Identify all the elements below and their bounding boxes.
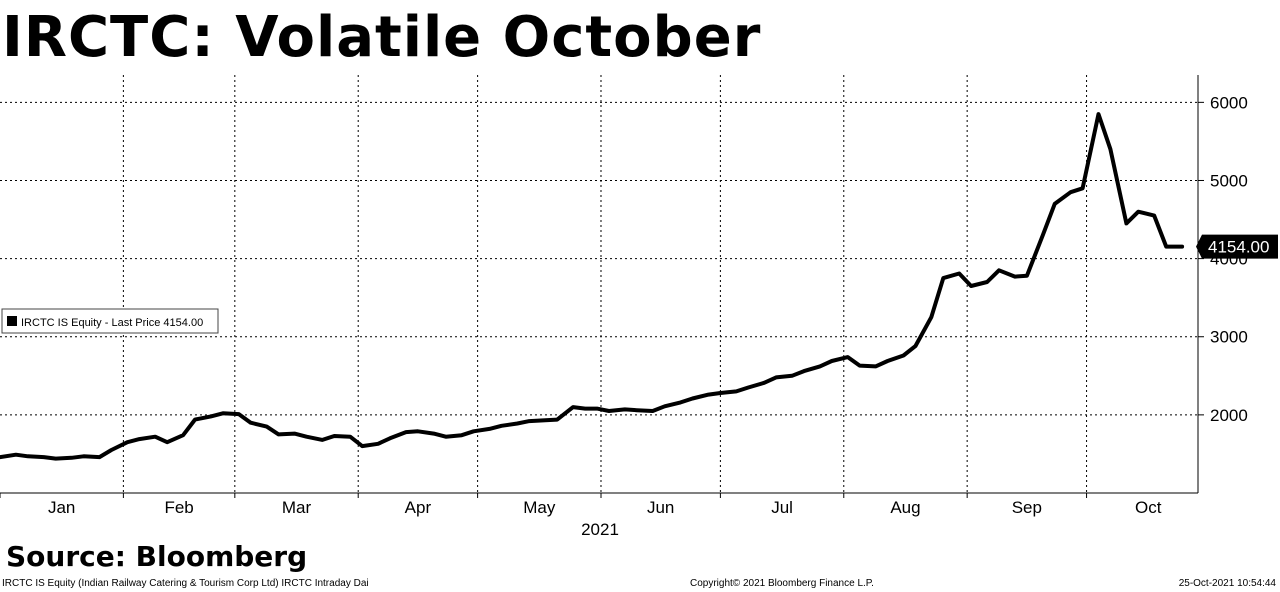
legend[interactable]: IRCTC IS Equity - Last Price 4154.00 bbox=[1, 308, 219, 334]
x-tick-label: Aug bbox=[890, 498, 920, 517]
x-tick-label: Apr bbox=[405, 498, 432, 517]
x-tick-label: Jan bbox=[48, 498, 75, 517]
source-note: Source: Bloomberg bbox=[6, 540, 308, 573]
y-tick-label: 2000 bbox=[1210, 406, 1248, 425]
horizontal-grid bbox=[0, 101, 1198, 416]
y-tick-label: 5000 bbox=[1210, 171, 1248, 190]
x-tick-label: May bbox=[523, 498, 556, 517]
x-tick-label: Jul bbox=[771, 498, 793, 517]
x-axis-label: 2021 bbox=[581, 520, 619, 539]
x-tick-label: Oct bbox=[1135, 498, 1162, 517]
footer-copyright: Copyright© 2021 Bloomberg Finance L.P. bbox=[690, 578, 874, 589]
y-tick-label: 6000 bbox=[1210, 93, 1248, 112]
legend-swatch bbox=[7, 316, 17, 326]
price-series-line bbox=[0, 112, 1185, 461]
legend-box bbox=[1, 308, 219, 334]
last-price-tag bbox=[1196, 234, 1278, 259]
y-tick-label: 3000 bbox=[1210, 328, 1248, 347]
plot-area bbox=[0, 75, 1199, 494]
x-tick-label: Mar bbox=[282, 498, 312, 517]
last-price-marker: 4154.00 bbox=[1196, 234, 1278, 259]
footer-security-description: IRCTC IS Equity (Indian Railway Catering… bbox=[2, 578, 369, 589]
legend-label: IRCTC IS Equity - Last Price 4154.00 bbox=[21, 317, 203, 329]
x-tick-label: Feb bbox=[164, 498, 193, 517]
last-price-label: 4154.00 bbox=[1208, 238, 1269, 257]
x-axis-ticks: Jan Feb Mar Apr May Jun Jul Aug Sep Oct bbox=[0, 493, 1162, 517]
chart-title: IRCTC: Volatile October bbox=[2, 5, 762, 70]
x-tick-label: Sep bbox=[1012, 498, 1042, 517]
footer-timestamp: 25-Oct-2021 10:54:44 bbox=[1178, 578, 1276, 589]
x-tick-label: Jun bbox=[647, 498, 674, 517]
